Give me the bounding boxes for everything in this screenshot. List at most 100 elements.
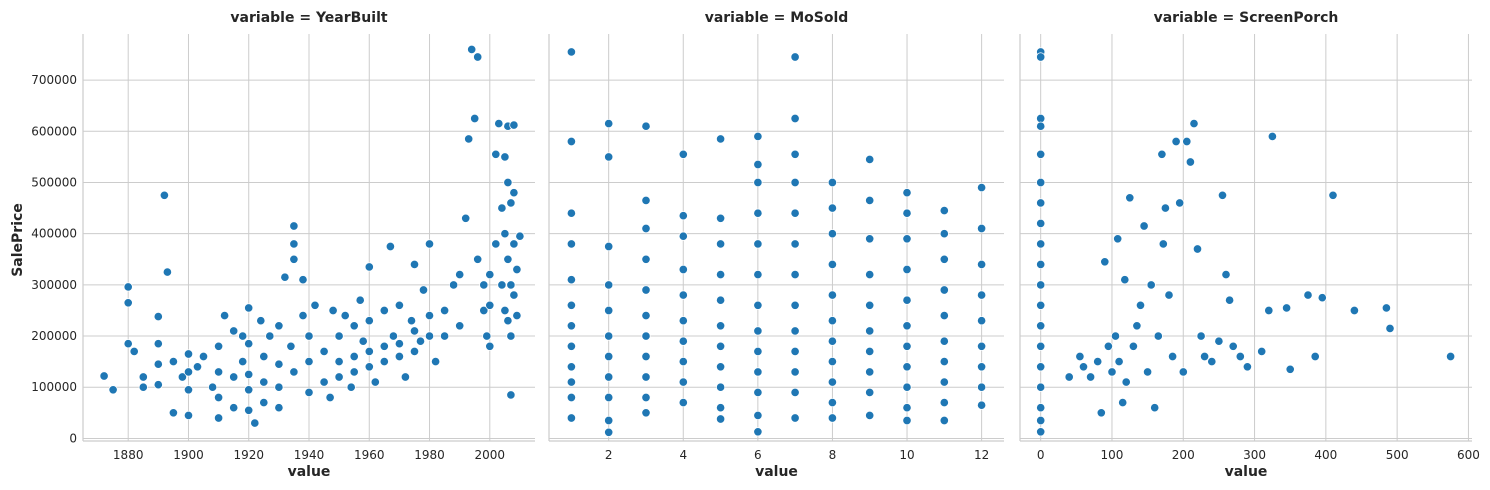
data-point xyxy=(259,398,269,408)
data-point xyxy=(902,295,912,305)
panels: 1880 1900 1920 1940 1960 1980 2000010000020000… xyxy=(31,10,1480,480)
x-axis-label: value xyxy=(755,464,798,480)
data-point xyxy=(827,336,837,346)
data-point xyxy=(470,113,480,124)
data-point xyxy=(1285,364,1295,374)
data-point xyxy=(153,380,163,390)
data-point xyxy=(641,254,651,264)
data-point xyxy=(1036,177,1046,188)
data-point xyxy=(244,369,254,379)
data-point xyxy=(500,229,510,239)
data-point xyxy=(566,392,576,403)
data-point xyxy=(1146,280,1156,290)
data-point xyxy=(566,377,576,387)
data-point xyxy=(790,177,800,188)
data-point xyxy=(1160,203,1170,213)
data-point xyxy=(790,300,800,310)
x-tick-label: 1900 xyxy=(173,448,204,462)
data-point xyxy=(364,346,374,356)
data-point xyxy=(229,403,239,413)
data-point xyxy=(641,223,651,234)
data-point xyxy=(455,321,465,331)
data-point xyxy=(1036,403,1046,413)
data-point xyxy=(604,392,614,403)
data-point xyxy=(183,410,194,420)
data-point xyxy=(604,152,614,162)
data-point xyxy=(1132,321,1142,331)
y-tick-label: 400000 xyxy=(31,227,77,241)
data-point xyxy=(349,351,359,362)
data-point xyxy=(977,259,987,269)
data-point xyxy=(229,372,239,382)
data-point xyxy=(753,427,763,437)
data-point xyxy=(604,372,614,382)
data-point xyxy=(355,295,365,305)
x-tick-label: 8 xyxy=(829,448,837,462)
data-point xyxy=(1225,295,1235,305)
data-point xyxy=(304,387,314,397)
data-point xyxy=(1221,270,1231,280)
data-point xyxy=(1121,377,1131,387)
data-point xyxy=(244,405,254,415)
data-point xyxy=(678,336,688,346)
x-tick-label: 10 xyxy=(899,448,914,462)
data-point xyxy=(400,372,410,382)
data-point xyxy=(250,418,260,428)
data-point xyxy=(1189,119,1199,129)
data-point xyxy=(977,382,987,392)
data-point xyxy=(1036,362,1046,372)
data-point xyxy=(604,305,614,316)
y-tick-label: 500000 xyxy=(31,175,77,189)
data-point xyxy=(641,351,651,362)
x-tick-label: 1980 xyxy=(414,448,445,462)
data-point xyxy=(1168,351,1178,362)
data-point xyxy=(1178,367,1188,377)
data-point xyxy=(379,305,389,316)
data-point xyxy=(716,239,726,249)
y-tick-label: 300000 xyxy=(31,278,77,292)
data-point xyxy=(1328,190,1338,200)
y-tick-label: 200000 xyxy=(31,329,77,343)
data-point xyxy=(238,357,248,367)
data-point xyxy=(641,121,651,131)
data-point xyxy=(716,213,726,223)
data-point xyxy=(566,239,576,249)
data-point xyxy=(753,270,763,280)
data-point xyxy=(1110,331,1121,341)
data-point xyxy=(1036,52,1046,62)
data-point xyxy=(503,254,513,264)
data-point xyxy=(415,336,426,346)
data-point xyxy=(1235,351,1245,362)
data-point xyxy=(168,357,178,367)
data-point xyxy=(183,385,194,395)
data-point xyxy=(388,331,398,341)
data-point xyxy=(865,326,875,336)
data-point xyxy=(716,321,726,331)
data-point xyxy=(485,270,495,280)
data-point xyxy=(1064,372,1074,382)
data-point xyxy=(1264,305,1274,316)
data-point xyxy=(1257,346,1267,356)
data-point xyxy=(319,346,329,356)
data-point xyxy=(334,372,344,382)
panel-2: 2 4 6 8 10 12 variable = MoSold value xyxy=(548,10,1004,480)
data-point xyxy=(902,382,912,392)
data-point xyxy=(1036,427,1046,437)
data-point xyxy=(1164,290,1174,300)
data-point xyxy=(162,267,172,277)
data-point xyxy=(678,149,688,159)
data-point xyxy=(790,367,800,377)
data-point xyxy=(1446,351,1456,362)
data-point xyxy=(289,254,299,264)
data-point xyxy=(1036,218,1046,228)
data-point xyxy=(334,357,344,367)
data-point xyxy=(485,341,495,351)
panel-title: variable = MoSold xyxy=(705,10,849,26)
data-point xyxy=(256,316,266,326)
data-point xyxy=(902,362,912,372)
data-point xyxy=(364,362,374,372)
data-point xyxy=(716,414,726,424)
data-point xyxy=(902,188,912,198)
data-point xyxy=(977,341,987,351)
data-point xyxy=(394,351,404,362)
